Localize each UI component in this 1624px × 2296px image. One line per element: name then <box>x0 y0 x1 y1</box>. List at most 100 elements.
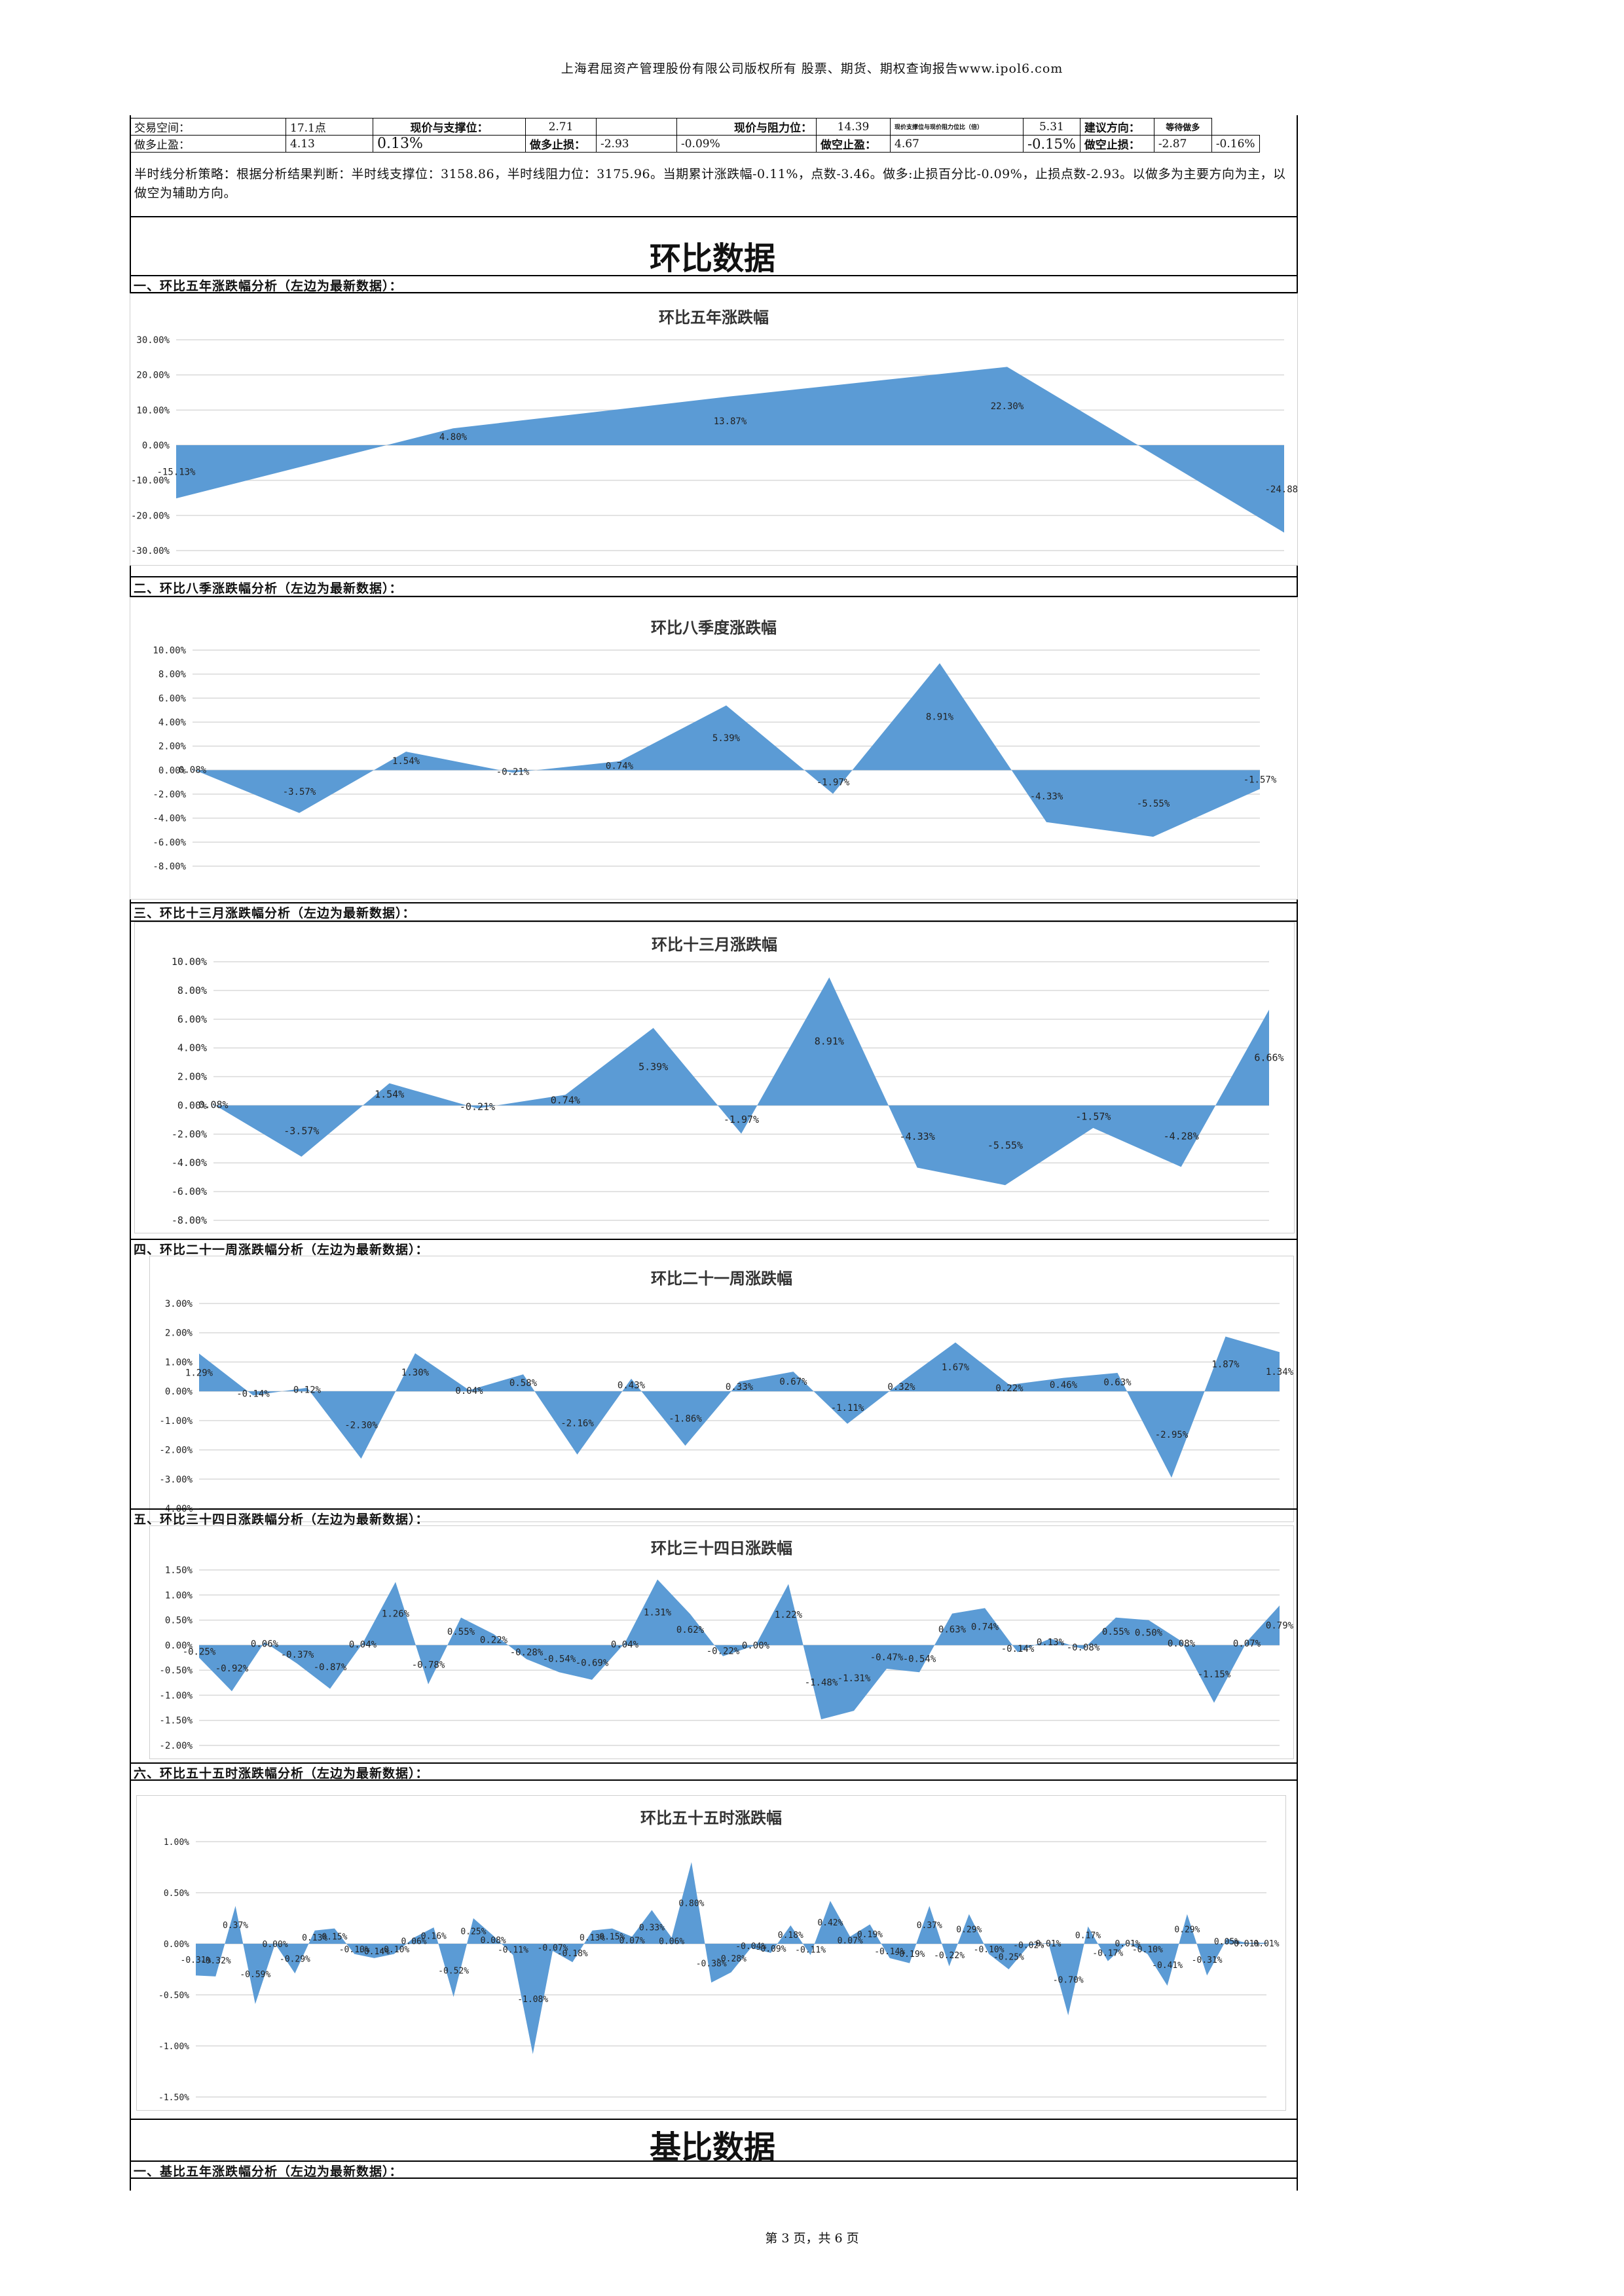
data-label: 0.58% <box>509 1378 538 1389</box>
data-label: -1.31% <box>838 1673 871 1684</box>
data-label: 0.07% <box>1233 1639 1261 1649</box>
chart-34day-box: 环比三十四日涨跌幅 -2.00% -1.50% -1.00% -0.50% 0.00% 0… <box>149 1525 1294 1759</box>
data-label: 0.29% <box>1174 1925 1200 1935</box>
data-label: 0.33% <box>726 1382 754 1393</box>
data-label: -4.28% <box>1164 1130 1199 1142</box>
y-tick-label: 0.00% <box>165 1387 193 1397</box>
data-label: 1.29% <box>185 1368 213 1378</box>
data-label: -0.14% <box>1001 1644 1035 1654</box>
data-label: -0.14% <box>359 1947 390 1957</box>
data-label: -2.95% <box>1155 1430 1189 1440</box>
data-label: -0.32% <box>200 1956 231 1966</box>
data-label: 22.30% <box>991 401 1024 412</box>
data-label: 0.74% <box>606 761 634 772</box>
info-cell: -0.16% <box>1211 135 1260 153</box>
y-tick-label: -1.50% <box>159 1716 193 1726</box>
data-label: 0.06% <box>251 1639 279 1650</box>
y-tick-label: -10.00% <box>131 476 170 486</box>
chart-55hour: -1.50%-1.00%-0.50%0.00%0.50%1.00%-0.31%-… <box>158 1838 1280 2103</box>
info-cell <box>596 118 677 136</box>
data-label: 1.87% <box>1211 1359 1240 1370</box>
data-label: -1.11% <box>831 1403 864 1413</box>
data-label: -0.31% <box>1192 1956 1223 1965</box>
chart-5year-box: 环比五年涨跌幅 -30.00% -20.00% -10.00% 0.00% 10.00%… <box>130 293 1304 566</box>
chart-title: 环比八季度涨跌幅 <box>651 619 777 637</box>
data-label: 0.15% <box>599 1932 625 1942</box>
info-cell: 现价与阻力位： <box>676 118 817 136</box>
data-label: 0.79% <box>1266 1621 1293 1631</box>
data-label: -0.38% <box>696 1959 727 1969</box>
y-tick-label: -30.00% <box>131 546 170 556</box>
y-tick-label: 0.00% <box>165 1641 193 1651</box>
y-tick-label: 4.00% <box>177 1042 207 1054</box>
y-tick-label: 1.50% <box>165 1565 193 1576</box>
chart-34day: -2.00% -1.50% -1.00% -0.50% 0.00% 0.50% 1.00% 1… <box>159 1565 1293 1751</box>
data-label: -0.19% <box>895 1950 925 1959</box>
y-tick-label: -6.00% <box>153 837 186 848</box>
data-label: -0.10% <box>339 1945 370 1955</box>
info-cell: 建议方向： <box>1079 118 1154 136</box>
info-cell: 现价与支撑位： <box>373 118 526 136</box>
y-tick-label: 0.00% <box>158 765 187 776</box>
y-tick-label: 0.50% <box>165 1616 193 1626</box>
data-label: -0.25% <box>183 1647 216 1657</box>
trade-info-table: 交易空间： 17.1点 现价与支撑位： 2.71 现价与阻力位： 14.39 现… <box>130 118 1260 153</box>
info-row-2: 做多止盈： 4.13 0.13% 做多止损： -2.93 -0.09% 做空止盈… <box>130 135 1260 153</box>
data-label: -0.14% <box>236 1389 270 1399</box>
data-label: -0.54% <box>543 1654 576 1665</box>
data-label: 0.12% <box>293 1385 322 1395</box>
data-label: 0.15% <box>322 1932 347 1942</box>
page-footer: 第 3 页，共 6 页 <box>765 2231 859 2246</box>
y-tick-label: -2.00% <box>159 1446 193 1456</box>
data-label: 0.16% <box>421 1932 447 1942</box>
section-5-heading: 五、环比三十四日涨跌幅分析（左边为最新数据）： <box>134 1512 429 1527</box>
section-1-heading: 一、环比五年涨跌幅分析（左边为最新数据）： <box>134 279 403 293</box>
data-label: -0.37% <box>281 1650 314 1660</box>
data-label: 1.54% <box>392 756 420 767</box>
divider <box>130 2119 1297 2120</box>
y-tick-label: -8.00% <box>153 862 186 872</box>
data-label: 0.07% <box>838 1937 863 1946</box>
data-label: -0.22% <box>707 1646 740 1656</box>
data-label: -0.54% <box>903 1654 936 1665</box>
y-tick-label: 10.00% <box>153 646 186 656</box>
data-label: -15.13% <box>157 467 196 478</box>
data-label: 0.22% <box>995 1383 1024 1394</box>
data-label: 1.31% <box>644 1608 672 1618</box>
divider <box>130 576 1297 577</box>
divider <box>130 2178 1297 2179</box>
strategy-paragraph: 半时线分析策略：根据分析结果判断：半时线支撑位：3158.86，半时线阻力位：3… <box>134 167 1286 200</box>
data-label: -0.25% <box>993 1953 1024 1963</box>
data-label: 0.67% <box>779 1377 807 1387</box>
data-label: 0.29% <box>956 1925 982 1935</box>
y-tick-label: 0.00% <box>177 1099 207 1111</box>
data-label: 0.13% <box>580 1933 605 1943</box>
data-label: -0.10% <box>378 1945 409 1955</box>
y-tick-label: 2.00% <box>158 742 187 752</box>
divider <box>130 902 1297 903</box>
info-cell: 等待做多 <box>1153 118 1212 136</box>
y-tick-label: -2.00% <box>153 790 186 800</box>
y-tick-label: 20.00% <box>136 371 170 381</box>
chart-title: 环比二十一周涨跌幅 <box>651 1269 792 1288</box>
data-label: 5.39% <box>638 1061 668 1072</box>
data-label: 0.04% <box>455 1386 483 1396</box>
chart-title: 环比五十五时涨跌幅 <box>640 1809 782 1827</box>
data-label: 13.87% <box>714 416 747 427</box>
chart-13month-box: 环比十三月涨跌幅 -8.00% -6.00% -4.00% -2.00% 0.00% 2.… <box>134 922 1295 1233</box>
data-label: -0.87% <box>314 1662 347 1673</box>
data-label: -0.08% <box>1067 1643 1100 1653</box>
data-label: -1.57% <box>1075 1111 1111 1123</box>
y-tick-label: -1.00% <box>159 1690 193 1701</box>
data-label: 4.80% <box>439 432 468 443</box>
data-label: 0.46% <box>1050 1380 1078 1391</box>
data-label: 0.01% <box>1253 1939 1279 1949</box>
ring-data-title: 环比数据 <box>649 240 775 277</box>
chart-title: 环比十三月涨跌幅 <box>652 936 777 954</box>
y-tick-label: 3.00% <box>165 1299 193 1309</box>
y-tick-label: -2.00% <box>172 1128 207 1140</box>
data-label: 0.05% <box>1214 1937 1240 1947</box>
data-label: 0.01% <box>1234 1939 1259 1949</box>
divider <box>130 2160 1297 2162</box>
data-label: 6.66% <box>1254 1051 1283 1063</box>
